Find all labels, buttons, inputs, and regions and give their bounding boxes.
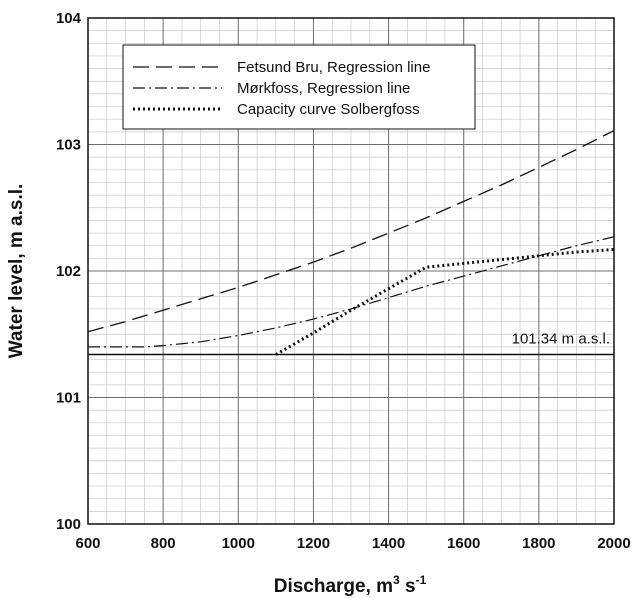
series-line-1 [87, 130, 615, 333]
plot-frame [87, 17, 615, 525]
legend-label-1: Fetsund Bru, Regression line [237, 59, 430, 76]
y-tick-label: 103 [56, 137, 81, 154]
y-axis-label: Water level, m a.s.l. [6, 184, 27, 359]
y-tick-label: 100 [56, 516, 81, 533]
x-tick-label: 800 [151, 535, 176, 552]
reference-line-layer: 101.34 m a.s.l. [88, 330, 614, 356]
legend-label-2: Mørkfoss, Regression line [237, 80, 410, 97]
y-tick-labels: 100 101 102 103 104 [56, 10, 82, 533]
legend-label-3: Capacity curve Solbergfoss [237, 101, 420, 118]
y-tick-label: 102 [56, 263, 81, 280]
series-line-2 [88, 236, 615, 348]
x-tick-label: 1200 [297, 535, 330, 552]
legend-box [122, 44, 476, 130]
y-tick-label: 104 [56, 10, 82, 27]
series-line-3 [275, 248, 615, 356]
y-tick-label: 101 [56, 390, 81, 407]
reference-line-label: 101.34 m a.s.l. [512, 330, 610, 347]
x-tick-labels: 600 800 1000 1200 1400 1600 1800 2000 [75, 535, 630, 552]
legend: Fetsund Bru, Regression line Mørkfoss, Re… [122, 44, 476, 130]
x-tick-label: 1000 [222, 535, 255, 552]
x-tick-label: 1400 [372, 535, 405, 552]
x-tick-label: 2000 [597, 535, 630, 552]
series-layer [87, 130, 615, 356]
x-tick-label: 1600 [447, 535, 480, 552]
x-tick-label: 1800 [522, 535, 555, 552]
x-axis-label: Discharge, m3 s-1 [274, 573, 427, 597]
x-tick-label: 600 [75, 535, 100, 552]
